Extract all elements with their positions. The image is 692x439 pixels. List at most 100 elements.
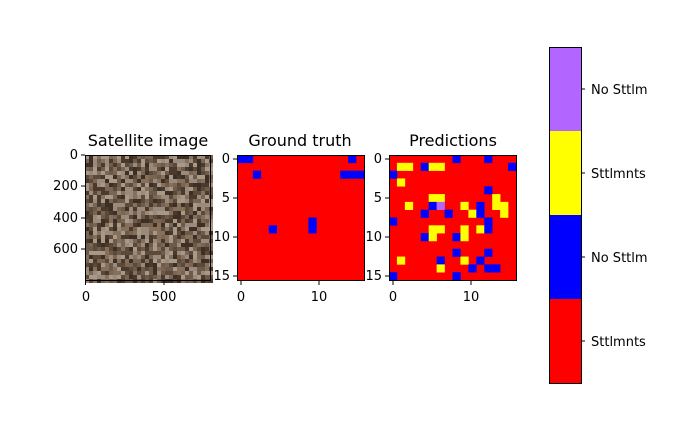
satellite-pixel (193, 163, 197, 167)
heatmap-cell (420, 162, 429, 171)
satellite-pixel (161, 235, 165, 239)
satellite-pixel (93, 235, 97, 239)
satellite-pixel (149, 259, 153, 263)
gt-ytick-1-label: 5 (222, 191, 230, 206)
satellite-pixel (141, 267, 145, 271)
satellite-pixel (181, 195, 185, 199)
satellite-pixel (165, 167, 169, 171)
satellite-pixel (93, 215, 97, 219)
satellite-pixel (177, 251, 181, 255)
satellite-pixel (97, 175, 101, 179)
satellite-pixel (121, 155, 125, 159)
satellite-pixel (153, 259, 157, 263)
satellite-pixel (109, 159, 113, 163)
satellite-pixel (125, 275, 129, 279)
satellite-pixel (169, 179, 173, 183)
satellite-pixel (109, 259, 113, 263)
satellite-pixel (141, 159, 145, 163)
satellite-pixel (137, 247, 141, 251)
satellite-pixel (157, 211, 161, 215)
satellite-pixel (149, 271, 153, 275)
satellite-pixel (113, 255, 117, 259)
satellite-pixel (137, 203, 141, 207)
satellite-pixel (129, 263, 133, 267)
satellite-pixel (197, 183, 201, 187)
satellite-pixel (109, 219, 113, 223)
satellite-pixel (109, 167, 113, 171)
satellite-pixel (205, 231, 209, 235)
satellite-pixel (157, 203, 161, 207)
satellite-pixel (133, 267, 137, 271)
satellite-pixel (177, 183, 181, 187)
satellite-pixel (189, 235, 193, 239)
satellite-pixel (125, 195, 129, 199)
satellite-pixel (161, 231, 165, 235)
colorbar-segment-no-sttlm-1 (549, 215, 581, 299)
satellite-pixel (105, 163, 109, 167)
satellite-pixel (121, 171, 125, 175)
satellite-pixel (177, 259, 181, 263)
satellite-pixel (197, 223, 201, 227)
satellite-pixel (189, 167, 193, 171)
satellite-pixel (105, 171, 109, 175)
satellite-pixel (109, 239, 113, 243)
satellite-pixel (89, 171, 93, 175)
satellite-pixel (189, 223, 193, 227)
satellite-pixel (105, 255, 109, 259)
satellite-pixel (205, 203, 209, 207)
satellite-pixel (181, 223, 185, 227)
satellite-pixel (93, 227, 97, 231)
satellite-pixel (201, 187, 205, 191)
satellite-pixel (149, 187, 153, 191)
satellite-pixel (121, 219, 125, 223)
satellite-pixel (157, 223, 161, 227)
satellite-pixel (129, 275, 133, 279)
satellite-pixel (205, 227, 209, 231)
satellite-pixel (89, 219, 93, 223)
satellite-pixel (157, 199, 161, 203)
satellite-pixel (181, 211, 185, 215)
satellite-pixel (113, 219, 117, 223)
satellite-pixel (181, 163, 185, 167)
satellite-pixel (125, 175, 129, 179)
satellite-pixel (197, 203, 201, 207)
satellite-pixel (97, 171, 101, 175)
satellite-pixel (125, 251, 129, 255)
satellite-pixel (101, 199, 105, 203)
satellite-pixel (157, 215, 161, 219)
satellite-pixel (153, 167, 157, 171)
satellite-pixel (177, 243, 181, 247)
satellite-pixel (201, 247, 205, 251)
satellite-pixel (193, 259, 197, 263)
satellite-pixel (185, 199, 189, 203)
satellite-pixel (161, 215, 165, 219)
satellite-pixel (97, 215, 101, 219)
satellite-pixel (173, 175, 177, 179)
satellite-pixel (125, 239, 129, 243)
satellite-pixel (181, 207, 185, 211)
satellite-pixel (153, 275, 157, 279)
satellite-pixel (113, 275, 117, 279)
satellite-pixel (173, 219, 177, 223)
satellite-pixel (141, 179, 145, 183)
satellite-pixel (193, 175, 197, 179)
satellite-pixel (93, 255, 97, 259)
satellite-pixel (173, 207, 177, 211)
heatmap-cell (420, 233, 429, 242)
satellite-pixel (117, 275, 121, 279)
satellite-pixel (101, 227, 105, 231)
satellite-pixel (165, 199, 169, 203)
satellite-pixel (125, 215, 129, 219)
satellite-pixel (161, 187, 165, 191)
satellite-pixel (181, 235, 185, 239)
satellite-pixel (185, 231, 189, 235)
satellite-pixel (121, 167, 125, 171)
satellite-pixel (93, 243, 97, 247)
satellite-pixel (85, 159, 89, 163)
satellite-pixel (197, 195, 201, 199)
satellite-pixel (137, 183, 141, 187)
satellite-pixel (109, 183, 113, 187)
satellite-pixel (117, 199, 121, 203)
satellite-pixel (89, 163, 93, 167)
satellite-pixel (205, 275, 209, 279)
